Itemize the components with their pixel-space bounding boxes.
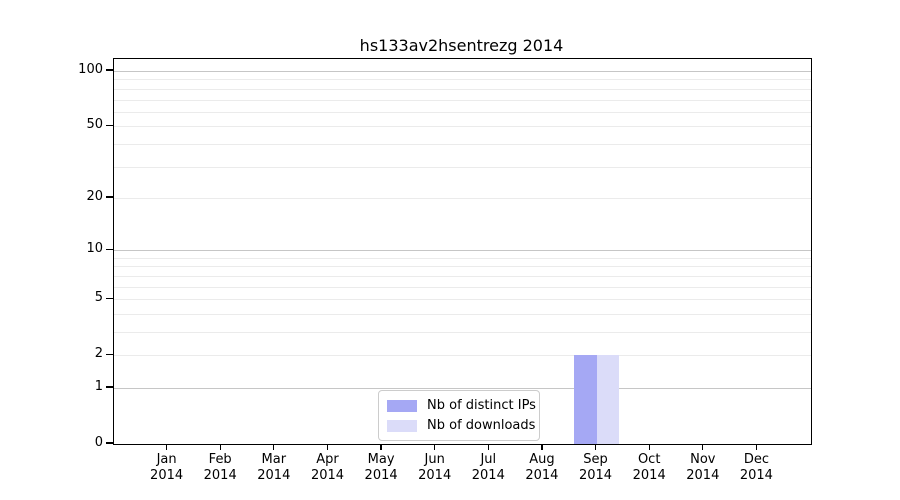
gridline-minor-50 — [114, 126, 811, 128]
gridline-minor-4 — [114, 313, 811, 315]
plot-area: Nb of distinct IPs Nb of downloads — [113, 58, 812, 445]
xtick-month-jul: Jul — [480, 452, 497, 467]
xtick-mark-mar — [273, 444, 275, 450]
xtick-mark-jul — [487, 444, 489, 450]
ytick-mark-0 — [106, 442, 113, 444]
ytick-label-100: 100 — [78, 62, 103, 77]
xtick-mark-nov — [702, 444, 704, 450]
ytick-mark-20 — [106, 196, 113, 198]
xtick-year-mar: 2014 — [257, 468, 291, 483]
gridline-minor-40 — [114, 143, 811, 145]
xtick-mark-may — [380, 444, 382, 450]
xtick-mark-jun — [434, 444, 436, 450]
xtick-label-nov: Nov 2014 — [663, 452, 743, 484]
xtick-label-jun: Jun 2014 — [395, 452, 475, 484]
xtick-year-jan: 2014 — [150, 468, 184, 483]
xtick-month-apr: Apr — [316, 452, 339, 467]
gridline-minor-8 — [114, 266, 811, 268]
gridline-minor-30 — [114, 166, 811, 168]
xtick-month-aug: Aug — [529, 452, 555, 467]
xtick-label-sep: Sep 2014 — [556, 452, 636, 484]
xtick-month-dec: Dec — [743, 452, 769, 467]
xtick-label-apr: Apr 2014 — [288, 452, 368, 484]
gridline-minor-6 — [114, 286, 811, 288]
gridline-minor-7 — [114, 275, 811, 277]
ytick-label-50: 50 — [86, 117, 103, 133]
xtick-month-jun: Jun — [424, 452, 445, 467]
xtick-year-aug: 2014 — [525, 468, 559, 483]
xtick-year-oct: 2014 — [632, 468, 666, 483]
legend-label-downloads: Nb of downloads — [427, 418, 536, 433]
xtick-label-dec: Dec 2014 — [716, 452, 796, 484]
xtick-year-jul: 2014 — [471, 468, 505, 483]
bar-distinct-ips-sep — [574, 355, 597, 444]
ytick-mark-2 — [106, 353, 113, 355]
ytick-mark-5 — [106, 297, 113, 299]
xtick-label-feb: Feb 2014 — [180, 452, 260, 484]
xtick-mark-apr — [326, 444, 329, 450]
xtick-month-nov: Nov — [690, 452, 716, 467]
ytick-label-0: 0 — [94, 435, 103, 450]
xtick-month-oct: Oct — [637, 452, 661, 467]
gridline-minor-5 — [114, 299, 811, 301]
xtick-label-may: May 2014 — [341, 452, 421, 484]
ytick-mark-50 — [106, 124, 113, 126]
xtick-mark-feb — [219, 444, 221, 450]
gridline-minor-2 — [114, 355, 811, 357]
legend-item-downloads: Nb of downloads — [387, 418, 535, 433]
xtick-year-jun: 2014 — [418, 468, 452, 483]
gridline-major-100 — [114, 71, 811, 72]
xtick-mark-oct — [648, 444, 650, 450]
gridline-minor-9 — [114, 257, 811, 259]
ytick-label-1: 1 — [94, 379, 103, 394]
xtick-year-dec: 2014 — [739, 468, 773, 483]
gridline-minor-80 — [114, 88, 811, 90]
legend-item-distinct-ips: Nb of distinct IPs — [387, 398, 536, 413]
xtick-label-aug: Aug 2014 — [502, 452, 582, 484]
xtick-mark-jan — [166, 444, 168, 450]
gridline-major-1 — [114, 388, 811, 389]
xtick-mark-dec — [755, 444, 757, 450]
ytick-label-2: 2 — [94, 346, 103, 362]
xtick-label-mar: Mar 2014 — [234, 452, 314, 484]
ytick-label-10: 10 — [86, 241, 103, 257]
xtick-month-may: May — [367, 452, 395, 467]
ytick-label-20: 20 — [86, 188, 103, 204]
xtick-year-nov: 2014 — [686, 468, 720, 483]
ytick-mark-1 — [106, 386, 113, 388]
xtick-label-jul: Jul 2014 — [448, 452, 528, 484]
gridline-major-10 — [114, 250, 811, 252]
gridline-minor-90 — [114, 79, 811, 81]
gridline-minor-60 — [114, 111, 811, 113]
bar-downloads-sep — [596, 355, 619, 444]
gridline-minor-20 — [114, 197, 811, 199]
gridline-minor-70 — [114, 99, 811, 101]
xtick-label-jan: Jan 2014 — [127, 452, 207, 484]
xtick-year-feb: 2014 — [203, 468, 237, 483]
xtick-year-may: 2014 — [364, 468, 398, 483]
xtick-mark-aug — [541, 444, 543, 450]
legend: Nb of distinct IPs Nb of downloads — [378, 390, 540, 441]
legend-swatch-downloads — [387, 419, 417, 432]
ytick-mark-100 — [106, 69, 113, 71]
legend-swatch-distinct-ips — [387, 399, 417, 412]
chart-title: hs133av2hsentrezg 2014 — [359, 36, 564, 55]
xtick-month-sep: Sep — [583, 452, 608, 467]
xtick-month-mar: Mar — [261, 452, 287, 467]
xtick-month-feb: Feb — [208, 452, 232, 467]
xtick-year-apr: 2014 — [310, 468, 345, 483]
xtick-mark-sep — [594, 444, 597, 450]
gridline-minor-3 — [114, 332, 811, 333]
xtick-month-jan: Jan — [156, 452, 177, 467]
xtick-year-sep: 2014 — [578, 468, 613, 483]
legend-label-distinct-ips: Nb of distinct IPs — [427, 398, 536, 413]
xtick-label-oct: Oct 2014 — [609, 452, 689, 484]
ytick-label-5: 5 — [94, 290, 103, 306]
ytick-mark-10 — [106, 248, 113, 250]
